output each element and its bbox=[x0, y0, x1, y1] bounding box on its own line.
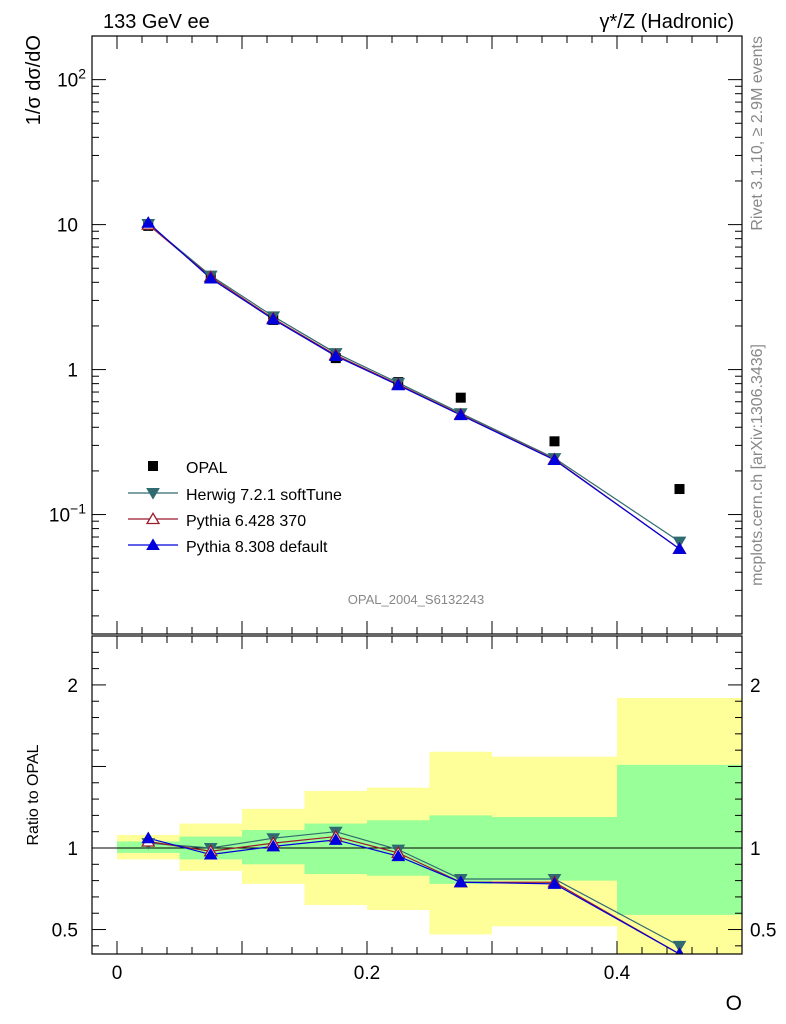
main-y-tick-label: 1 bbox=[67, 361, 78, 382]
ratio-y-tick-label-right: 0.5 bbox=[750, 921, 776, 942]
ratio-y-tick-label-right: 2 bbox=[750, 676, 761, 697]
legend: OPAL Herwig 7.2.1 softTune Pythia 6.428 … bbox=[128, 460, 342, 556]
legend-marker-pythia-6-428-370 bbox=[145, 512, 161, 525]
legend-marker-herwig-7-2-1-softtune bbox=[146, 488, 160, 500]
point-pythia-8-308-default bbox=[266, 312, 281, 325]
main-markers bbox=[141, 216, 687, 555]
point-pythia-8-308-default bbox=[391, 378, 406, 391]
uncertainty-bands bbox=[117, 697, 742, 954]
x-tick-label: 0.4 bbox=[604, 963, 631, 984]
point-pythia-8-308-default bbox=[547, 453, 562, 465]
ratio-y-tick-label: 2 bbox=[67, 676, 78, 697]
ratio-y-tick-label: 0.5 bbox=[52, 921, 78, 942]
series-line-herwig-7-2-1-softtune bbox=[147, 223, 680, 543]
legend-label-opal: OPAL bbox=[186, 460, 228, 477]
inner-band-bin bbox=[492, 817, 617, 881]
x-tick-label: 0 bbox=[112, 963, 123, 984]
point-pythia-8-308-default bbox=[672, 542, 687, 554]
main-y-axis-label: 1/σ dσ/dO bbox=[23, 35, 45, 125]
ratio-point-pythia-8-308-default bbox=[203, 847, 218, 860]
legend-marker-opal bbox=[148, 461, 158, 471]
x-tick-label: 0.2 bbox=[354, 963, 380, 984]
header-right: γ*/Z (Hadronic) bbox=[600, 11, 734, 33]
header-left: 133 GeV ee bbox=[103, 11, 210, 33]
ratio-line-herwig-7-2-1-softtune bbox=[148, 831, 680, 947]
ratio-y-tick-label: 1 bbox=[67, 839, 78, 860]
ratio-point-pythia-8-308-default bbox=[141, 831, 156, 844]
rivet-version-text: Rivet 3.1.10, ≥ 2.9M events bbox=[749, 36, 766, 231]
analysis-id-watermark: OPAL_2004_S6132243 bbox=[348, 592, 484, 607]
ratio-line-pythia-8-308-default bbox=[148, 837, 680, 954]
point-pythia-8-308-default bbox=[328, 349, 343, 362]
legend-label-herwig: Herwig 7.2.1 softTune bbox=[186, 487, 342, 504]
ratio-point-pythia-8-308-default bbox=[547, 877, 562, 889]
legend-label-pythia6: Pythia 6.428 370 bbox=[186, 513, 306, 530]
main-series-lines bbox=[147, 222, 680, 550]
point-opal bbox=[455, 392, 466, 403]
ratio-y-axis-label: Ratio to OPAL bbox=[25, 744, 42, 845]
ratio-point-pythia-8-308-default bbox=[328, 833, 343, 845]
point-pythia-8-308-default bbox=[141, 216, 156, 228]
point-opal bbox=[549, 436, 560, 447]
inner-band-bin bbox=[617, 764, 742, 915]
ratio-y-tick-label-right: 1 bbox=[750, 839, 761, 860]
legend-markers bbox=[128, 461, 178, 550]
point-pythia-8-308-default bbox=[203, 271, 218, 284]
ratio-point-pythia-8-308-default bbox=[391, 849, 406, 862]
legend-label-pythia8: Pythia 8.308 default bbox=[186, 539, 328, 556]
ratio-markers bbox=[141, 826, 687, 954]
axis-tick-labels: 0 0.2 0.4 10−1 1 10 102 0.5 0.5 1 1 2 2 bbox=[49, 66, 777, 984]
series-line-pythia-8-308-default bbox=[147, 222, 680, 550]
mcplots-reference-text: mcplots.cern.ch [arXiv:1306.3436] bbox=[749, 344, 766, 586]
legend-marker-pythia-8-308-default bbox=[146, 538, 160, 550]
axis-ticks bbox=[92, 35, 743, 954]
ratio-line-pythia-6-428-370 bbox=[148, 835, 680, 954]
ratio-point-pythia-8-308-default bbox=[266, 839, 281, 852]
x-axis-label: O bbox=[726, 992, 742, 1015]
main-y-tick-label: 10−1 bbox=[49, 501, 86, 527]
point-pythia-8-308-default bbox=[453, 408, 468, 421]
point-opal bbox=[674, 484, 685, 495]
ratio-point-pythia-8-308-default bbox=[453, 875, 468, 888]
ratio-series-lines bbox=[148, 831, 680, 954]
main-y-tick-label: 102 bbox=[57, 66, 86, 92]
main-y-tick-label: 10 bbox=[57, 216, 78, 237]
ratio-point-herwig-7-2-1-softtune bbox=[672, 940, 687, 953]
